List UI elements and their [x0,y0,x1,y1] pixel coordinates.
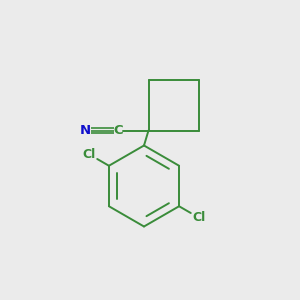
Text: C: C [114,124,123,137]
Text: Cl: Cl [82,148,95,161]
Text: N: N [80,124,91,137]
Text: Cl: Cl [193,211,206,224]
